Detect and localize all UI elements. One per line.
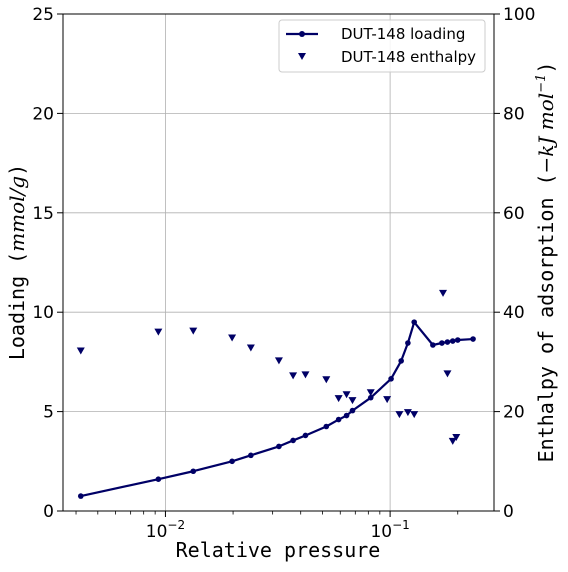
loading-point — [405, 340, 411, 346]
loading-point — [344, 413, 350, 419]
y-tick-label: 20 — [32, 104, 54, 124]
y2-axis-title: Enthalpy of adsorption (−kJ mol−1) — [534, 62, 558, 463]
y-axis-title-suffix: ) — [5, 164, 29, 176]
loading-point — [445, 339, 451, 345]
x-axis-title: Relative pressure — [176, 538, 381, 562]
y2-axis-title-prefix: Enthalpy of adsorption ( — [534, 173, 558, 462]
loading-point — [350, 408, 356, 414]
loading-point — [430, 342, 436, 348]
loading-point — [470, 336, 476, 342]
y2-tick-label: 20 — [503, 403, 525, 423]
loading-point — [190, 468, 196, 474]
loading-point — [398, 358, 404, 364]
loading-point — [290, 438, 296, 444]
y-axis-title-prefix: Loading ( — [5, 252, 29, 360]
y-tick-label: 0 — [43, 502, 54, 522]
y2-tick-label: 40 — [503, 303, 525, 323]
y2-axis-title-suffix: ) — [534, 62, 558, 74]
loading-point — [78, 493, 84, 499]
loading-point — [439, 340, 445, 346]
y-tick-label: 15 — [32, 204, 54, 224]
y2-tick-label: 60 — [503, 204, 525, 224]
loading-point — [229, 459, 235, 465]
legend-loading-label: DUT-148 loading — [341, 25, 465, 43]
loading-point — [303, 433, 309, 439]
loading-point — [248, 453, 254, 459]
y-tick-label: 25 — [32, 5, 54, 25]
y2-tick-label: 80 — [503, 104, 525, 124]
loading-point — [156, 476, 162, 482]
x-tick-label-exponent: −2 — [167, 518, 185, 532]
y-tick-label: 10 — [32, 303, 54, 323]
loading-point — [336, 417, 342, 423]
loading-point — [411, 319, 417, 325]
loading-point — [455, 337, 461, 343]
x-tick-label-base: 10 — [146, 522, 168, 542]
y2-tick-label: 100 — [503, 5, 535, 25]
y-tick-label: 5 — [43, 403, 54, 423]
loading-point — [324, 424, 330, 430]
y-axis-title: Loading (mmol/g) — [5, 164, 29, 360]
y2-axis-title-exponent: −1 — [534, 74, 549, 93]
legend-enthalpy-label: DUT-148 enthalpy — [341, 48, 476, 66]
loading-point — [388, 376, 394, 382]
y-axis-title-unit: mmol/g — [5, 176, 29, 252]
loading-point — [276, 444, 282, 450]
legend: DUT-148 loading DUT-148 enthalpy — [279, 20, 485, 72]
y2-tick-label: 0 — [503, 502, 514, 522]
legend-loading-marker — [299, 31, 305, 37]
x-tick-label-exponent: −1 — [392, 518, 410, 532]
y2-axis-title-unit: −kJ mol — [534, 93, 558, 174]
loading-point — [450, 338, 456, 344]
